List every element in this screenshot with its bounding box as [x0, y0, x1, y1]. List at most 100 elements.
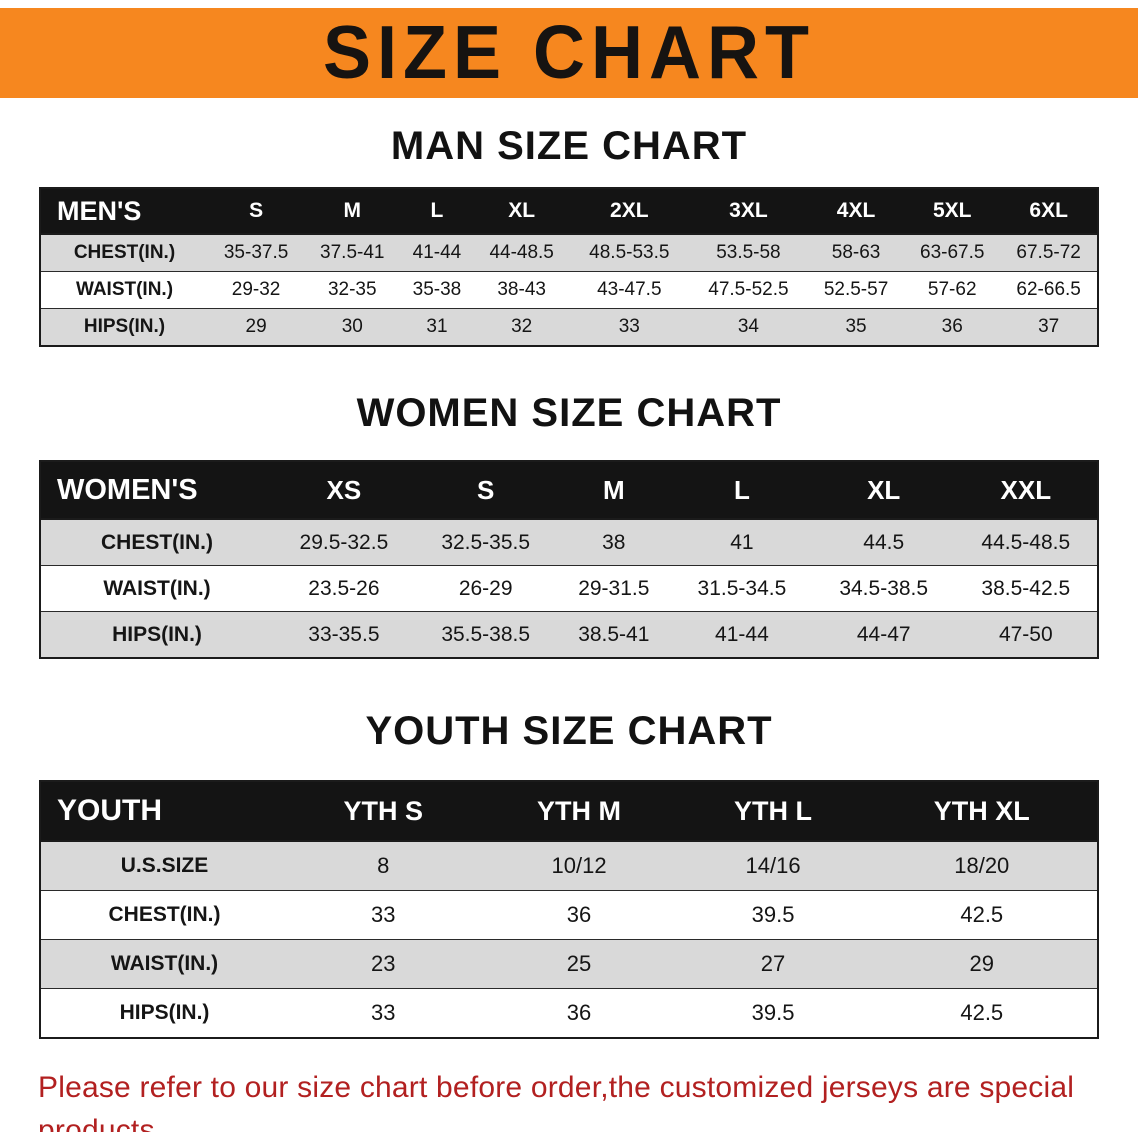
row-label: HIPS(IN.)	[40, 988, 288, 1038]
size-value-cell: 34	[688, 308, 808, 346]
size-value-cell: 35	[807, 308, 905, 346]
size-value-cell: 30	[304, 308, 401, 346]
size-value-cell: 47.5-52.5	[688, 271, 808, 309]
section-youth: YOUTH SIZE CHART YOUTH YTH S YTH M YTH L YTH…	[0, 659, 1138, 1039]
women-section-heading: WOMEN SIZE CHART	[356, 391, 782, 435]
column-header: YTH XL	[866, 781, 1098, 842]
size-value-cell: 42.5	[866, 890, 1098, 940]
row-label: WAIST(IN.)	[40, 565, 273, 612]
column-header: XS	[273, 461, 415, 520]
size-value-cell: 29	[208, 308, 305, 346]
size-value-cell: 33	[288, 890, 479, 940]
size-value-cell: 41-44	[671, 611, 813, 658]
size-value-cell: 39.5	[679, 890, 867, 940]
size-value-cell: 27	[679, 939, 867, 989]
size-value-cell: 29-32	[208, 271, 305, 309]
row-label: WAIST(IN.)	[40, 939, 288, 989]
size-value-cell: 10/12	[478, 840, 680, 891]
size-value-cell: 39.5	[679, 988, 867, 1038]
size-value-cell: 29	[866, 939, 1098, 989]
table-row: CHEST(IN.) 29.5-32.5 32.5-35.5 38 41 44.5 44.5…	[40, 518, 1098, 566]
banner: SIZE CHART	[0, 8, 1138, 98]
column-header: YTH M	[478, 781, 680, 842]
size-value-cell: 36	[904, 308, 1001, 346]
column-header: 2XL	[569, 188, 689, 235]
size-value-cell: 35-38	[400, 271, 474, 309]
women-size-table: WOMEN'S XS S M L XL XXL CHEST(IN.) 29.5-32.5 32.5…	[39, 460, 1099, 659]
size-value-cell: 31	[400, 308, 474, 346]
column-header: S	[208, 188, 305, 235]
size-value-cell: 38.5-41	[556, 611, 672, 658]
size-value-cell: 33	[288, 988, 479, 1038]
size-value-cell: 32	[473, 308, 570, 346]
table-header-row: YOUTH YTH S YTH M YTH L YTH XL	[40, 781, 1098, 842]
table-row: CHEST(IN.) 35-37.5 37.5-41 41-44 44-48.5 48.5…	[40, 233, 1098, 272]
size-value-cell: 36	[478, 890, 680, 940]
page-title: SIZE CHART	[323, 11, 815, 96]
size-value-cell: 41-44	[400, 233, 474, 272]
footer-note-line-1: Please refer to our size chart before or…	[38, 1071, 1075, 1132]
size-value-cell: 33-35.5	[273, 611, 415, 658]
column-header: YTH S	[288, 781, 479, 842]
column-header: XXL	[954, 461, 1098, 520]
size-value-cell: 33	[569, 308, 689, 346]
size-value-cell: 63-67.5	[904, 233, 1001, 272]
section-women: WOMEN SIZE CHART WOMEN'S XS S M L XL XXL CHEST(…	[0, 347, 1138, 659]
size-value-cell: 44.5	[812, 518, 955, 566]
size-value-cell: 23	[288, 939, 479, 989]
size-value-cell: 43-47.5	[569, 271, 689, 309]
column-header: YTH L	[679, 781, 867, 842]
size-value-cell: 26-29	[414, 565, 557, 612]
size-value-cell: 25	[478, 939, 680, 989]
table-corner-label: YOUTH	[40, 781, 288, 842]
size-value-cell: 58-63	[807, 233, 905, 272]
size-value-cell: 62-66.5	[1000, 271, 1098, 309]
row-label: CHEST(IN.)	[40, 890, 288, 940]
row-label: HIPS(IN.)	[40, 611, 273, 658]
size-value-cell: 37	[1000, 308, 1098, 346]
size-chart-page: SIZE CHART MAN SIZE CHART MEN'S S M L XL 2XL 3…	[0, 8, 1138, 1132]
size-value-cell: 29-31.5	[556, 565, 672, 612]
table-header-row: MEN'S S M L XL 2XL 3XL 4XL 5XL 6XL	[40, 188, 1098, 235]
size-value-cell: 8	[288, 840, 479, 891]
size-value-cell: 31.5-34.5	[671, 565, 813, 612]
size-value-cell: 38	[556, 518, 672, 566]
size-value-cell: 37.5-41	[304, 233, 401, 272]
table-row: WAIST(IN.) 29-32 32-35 35-38 38-43 43-47.5 47.…	[40, 271, 1098, 309]
table-row: U.S.SIZE 8 10/12 14/16 18/20	[40, 840, 1098, 891]
table-corner-label: WOMEN'S	[40, 461, 273, 520]
size-value-cell: 35.5-38.5	[414, 611, 557, 658]
table-row: HIPS(IN.) 29 30 31 32 33 34 35 36 37	[40, 308, 1098, 346]
column-header: M	[556, 461, 672, 520]
size-value-cell: 38.5-42.5	[954, 565, 1098, 612]
table-row: HIPS(IN.) 33-35.5 35.5-38.5 38.5-41 41-44 44-…	[40, 611, 1098, 658]
size-value-cell: 35-37.5	[208, 233, 305, 272]
column-header: 6XL	[1000, 188, 1098, 235]
column-header: 5XL	[904, 188, 1001, 235]
column-header: XL	[812, 461, 955, 520]
size-value-cell: 32.5-35.5	[414, 518, 557, 566]
table-row: WAIST(IN.) 23.5-26 26-29 29-31.5 31.5-34.5 34…	[40, 565, 1098, 612]
column-header: XL	[473, 188, 570, 235]
row-label: HIPS(IN.)	[40, 308, 208, 346]
size-value-cell: 52.5-57	[807, 271, 905, 309]
men-section-heading: MAN SIZE CHART	[390, 124, 748, 168]
youth-section-heading: YOUTH SIZE CHART	[365, 709, 773, 753]
size-value-cell: 44.5-48.5	[954, 518, 1098, 566]
size-value-cell: 47-50	[954, 611, 1098, 658]
size-value-cell: 41	[671, 518, 813, 566]
section-men: MAN SIZE CHART MEN'S S M L XL 2XL 3XL 4XL 5XL 6XL…	[0, 98, 1138, 347]
row-label: CHEST(IN.)	[40, 518, 273, 566]
column-header: S	[414, 461, 557, 520]
size-value-cell: 18/20	[866, 840, 1098, 891]
table-row: CHEST(IN.) 33 36 39.5 42.5	[40, 890, 1098, 940]
size-value-cell: 48.5-53.5	[569, 233, 689, 272]
column-header: 3XL	[688, 188, 808, 235]
table-corner-label: MEN'S	[40, 188, 208, 235]
size-value-cell: 23.5-26	[273, 565, 415, 612]
size-value-cell: 29.5-32.5	[273, 518, 415, 566]
table-header-row: WOMEN'S XS S M L XL XXL	[40, 461, 1098, 520]
table-row: HIPS(IN.) 33 36 39.5 42.5	[40, 988, 1098, 1038]
footer-note: Please refer to our size chart before or…	[0, 1067, 1138, 1132]
row-label: CHEST(IN.)	[40, 233, 208, 272]
